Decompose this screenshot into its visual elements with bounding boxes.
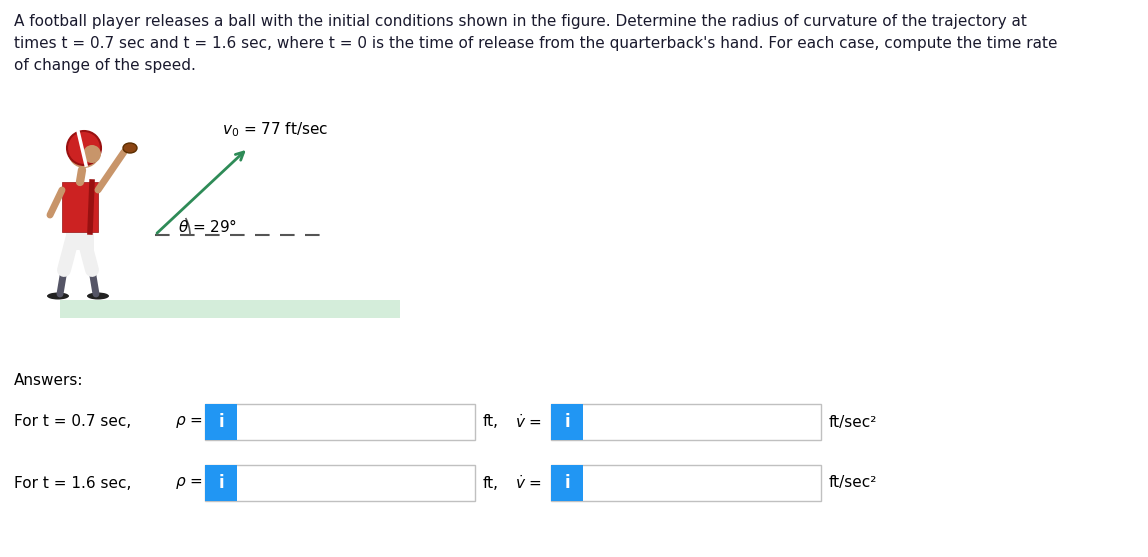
Text: ft/sec²: ft/sec² (829, 476, 877, 491)
Bar (60, 300, 400, 318)
Bar (205, 404, 236, 440)
Text: Answers:: Answers: (14, 373, 84, 388)
Text: i: i (564, 413, 569, 431)
Bar (551, 404, 583, 440)
Text: of change of the speed.: of change of the speed. (14, 58, 196, 73)
Circle shape (67, 131, 101, 165)
Text: For t = 1.6 sec,: For t = 1.6 sec, (14, 476, 131, 491)
Bar (205, 465, 236, 501)
Text: i: i (564, 474, 569, 492)
Bar (551, 404, 821, 440)
Text: ft,: ft, (483, 414, 499, 429)
Circle shape (83, 145, 101, 163)
Text: i: i (218, 474, 224, 492)
Text: ft/sec²: ft/sec² (829, 414, 877, 429)
Ellipse shape (123, 143, 137, 153)
Bar (551, 465, 821, 501)
Text: $\it{\dot{v}}$ =: $\it{\dot{v}}$ = (515, 413, 542, 431)
Text: $\it{\dot{v}}$ =: $\it{\dot{v}}$ = (515, 474, 542, 492)
Ellipse shape (47, 292, 69, 300)
Text: $\it{v}$$_0$ = 77 ft/sec: $\it{v}$$_0$ = 77 ft/sec (222, 120, 328, 139)
Text: times t = 0.7 sec and t = 1.6 sec, where t = 0 is the time of release from the q: times t = 0.7 sec and t = 1.6 sec, where… (14, 36, 1057, 51)
Ellipse shape (87, 292, 109, 300)
Text: A football player releases a ball with the initial conditions shown in the figur: A football player releases a ball with t… (14, 14, 1026, 29)
Text: For t = 0.7 sec,: For t = 0.7 sec, (14, 414, 131, 429)
Text: ft,: ft, (483, 476, 499, 491)
Text: $\it{\rho}$ =: $\it{\rho}$ = (174, 414, 203, 430)
Bar (62, 182, 98, 232)
Bar (65, 230, 94, 250)
Bar (205, 465, 475, 501)
Text: $\it{\rho}$ =: $\it{\rho}$ = (174, 475, 203, 491)
Text: $\it{\theta}$ = 29°: $\it{\theta}$ = 29° (178, 218, 238, 235)
Circle shape (68, 136, 100, 168)
Text: i: i (218, 413, 224, 431)
Bar (551, 465, 583, 501)
Bar (205, 404, 475, 440)
